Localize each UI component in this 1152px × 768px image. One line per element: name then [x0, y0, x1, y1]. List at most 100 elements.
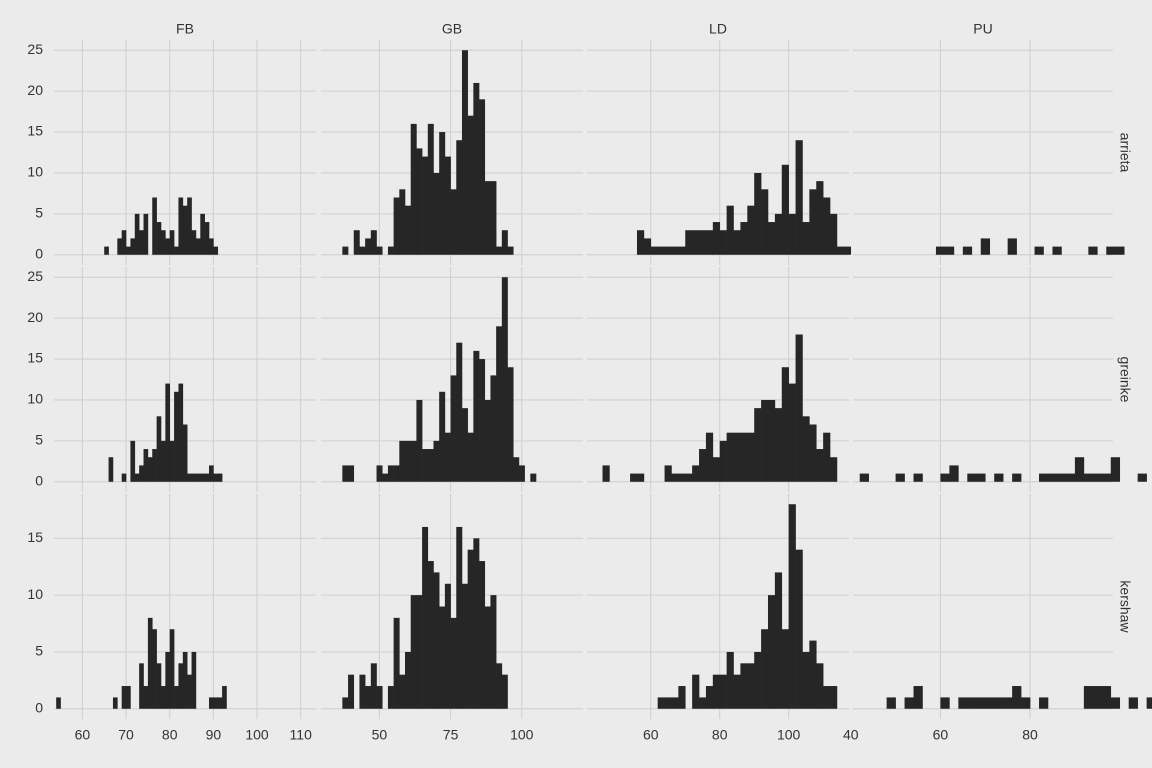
histogram-bar [1146, 697, 1152, 709]
histogram-bar [754, 651, 762, 709]
histogram-bar [1039, 473, 1049, 482]
panel-ld-greinke [587, 267, 849, 492]
histogram-bar [112, 697, 118, 709]
histogram-bar [213, 697, 219, 709]
histogram-bar [342, 246, 349, 255]
row-strip-label: kershaw [1117, 580, 1133, 633]
histogram-bar [788, 504, 796, 709]
histogram-bar [479, 359, 486, 482]
panel-ld-arrieta [587, 40, 852, 265]
histogram-bar [802, 651, 810, 709]
histogram-bar [692, 465, 700, 482]
histogram-bar [152, 449, 157, 482]
histogram-bar [501, 674, 508, 709]
histogram-bar [422, 156, 429, 255]
histogram-bar [994, 697, 1004, 709]
histogram-bar [342, 465, 349, 482]
histogram-bar [342, 697, 349, 709]
histogram-bar [712, 222, 721, 255]
histogram-bar [761, 629, 769, 709]
histogram-bar [1065, 473, 1076, 482]
histogram-bar [754, 172, 762, 255]
histogram-bar [348, 465, 355, 482]
panel-fb-kershaw [54, 494, 316, 719]
histogram-bar [1110, 697, 1121, 709]
histogram-bar [490, 595, 497, 709]
histogram-bar [980, 238, 991, 255]
histogram-bar [393, 197, 400, 255]
histogram-bar [823, 686, 831, 709]
histogram-bar [774, 213, 783, 255]
histogram-bar [802, 416, 810, 482]
histogram-bar [747, 205, 755, 255]
panel-fb-arrieta [54, 40, 316, 265]
histogram-bar [484, 399, 491, 482]
histogram-bar [774, 572, 783, 709]
histogram-bar [461, 50, 468, 255]
histogram-bar [664, 465, 672, 482]
histogram-bar [809, 640, 817, 709]
histogram-bar [761, 399, 769, 482]
histogram-bar [405, 440, 412, 482]
histogram-bar [156, 222, 162, 255]
y-tick-label: 5 [35, 205, 43, 221]
x-tick-label: 80 [712, 727, 728, 743]
histogram-bar [213, 473, 219, 482]
histogram-bar [147, 617, 153, 709]
histogram-bar [456, 342, 463, 482]
histogram-bar [191, 473, 197, 482]
histogram-bar [169, 440, 175, 482]
histogram-bar [427, 449, 434, 482]
histogram-bar [130, 440, 136, 482]
histogram-bar [444, 432, 451, 482]
histogram-bar [699, 449, 707, 482]
histogram-bar [761, 189, 769, 255]
histogram-bar [461, 408, 468, 482]
panel-fb-greinke [54, 267, 316, 492]
histogram-bar [187, 674, 192, 709]
column-strip-label: FB [176, 21, 194, 37]
histogram-bar [1021, 697, 1031, 709]
histogram-bar [461, 583, 468, 709]
histogram-bar [788, 383, 796, 482]
histogram-bar [187, 197, 192, 255]
histogram-bar [416, 399, 423, 482]
histogram-bar [370, 663, 377, 709]
histogram-bar [134, 213, 140, 255]
histogram-bar [195, 238, 201, 255]
histogram-bar [359, 246, 366, 255]
histogram-bar [944, 246, 955, 255]
histogram-bar [479, 561, 486, 709]
histogram-bar [139, 663, 144, 709]
histogram-bar [104, 246, 109, 255]
histogram-bar [416, 595, 423, 709]
histogram-bar [365, 686, 372, 709]
histogram-bar [843, 246, 852, 255]
histogram-bar [781, 367, 789, 482]
histogram-bar [816, 181, 824, 255]
histogram-bar [143, 686, 149, 709]
histogram-bar [1128, 697, 1138, 709]
histogram-bar [895, 473, 905, 482]
histogram-bar [467, 549, 474, 709]
x-tick-label: 100 [777, 727, 801, 743]
histogram-bar [200, 213, 205, 255]
histogram-bar [56, 697, 61, 709]
histogram-bar [630, 473, 638, 482]
panel-ld-kershaw [587, 494, 849, 719]
histogram-bar [1007, 238, 1017, 255]
histogram-bar [767, 595, 776, 709]
histogram-bar [382, 473, 389, 482]
x-tick-label: 90 [206, 727, 222, 743]
panel-gb-arrieta [321, 40, 583, 265]
histogram-bar [1039, 697, 1049, 709]
histogram-bar [712, 457, 721, 482]
histogram-bar [501, 230, 508, 255]
histogram-bar [217, 473, 223, 482]
histogram-bar [802, 222, 810, 255]
column-strip-label: GB [442, 21, 462, 37]
histogram-bar [405, 651, 412, 709]
histogram-bar [1092, 473, 1103, 482]
histogram-bar [353, 230, 360, 255]
histogram-bar [733, 674, 741, 709]
